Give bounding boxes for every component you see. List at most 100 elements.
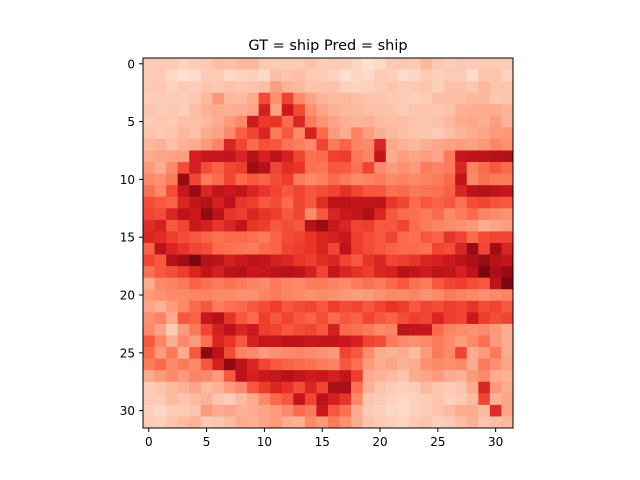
heatmap-cell [501,358,514,371]
heatmap-cell [281,185,294,198]
heatmap-cell [385,289,398,302]
heatmap-cell [339,115,352,128]
heatmap-cell [501,289,514,302]
heatmap-cell [235,92,248,105]
heatmap-cell [189,58,202,70]
heatmap-cell [189,323,202,336]
heatmap-cell [304,289,317,302]
heatmap-cell [432,219,444,232]
heatmap-cell [339,58,352,70]
heatmap-cell [478,416,491,429]
heatmap-cell [143,138,155,151]
x-tick-label: 10 [257,435,272,449]
heatmap-cell [455,347,468,359]
heatmap-cell [293,150,306,163]
y-tick-label: 20 [120,289,135,303]
heatmap-cell [223,381,236,394]
heatmap-cell [200,312,213,325]
heatmap-cell [489,347,502,359]
heatmap-cell [235,219,248,232]
heatmap-cell [362,323,375,336]
heatmap-cell [304,219,317,232]
heatmap-cell [397,150,410,163]
heatmap-cell [351,219,364,232]
heatmap-cell [166,393,179,406]
heatmap-cell [466,162,479,174]
heatmap-cell [316,196,329,209]
heatmap-cell [166,254,179,267]
x-tick-label: 30 [488,435,503,449]
heatmap-cell [408,173,421,186]
axes-frame [142,57,514,429]
heatmap-cell [154,196,167,209]
heatmap-cell [200,393,213,406]
heatmap-cell [189,208,202,221]
heatmap-cell [443,312,456,325]
heatmap-cell [270,196,283,209]
heatmap-cell [258,104,271,117]
heatmap-cell [455,81,468,94]
heatmap-cell [189,138,202,151]
heatmap-cell [223,347,236,359]
heatmap-cell [143,300,155,313]
heatmap-cell [432,162,444,174]
heatmap-cell [339,347,352,359]
heatmap-cell [408,416,421,429]
heatmap-cell [420,404,433,417]
heatmap-cell [362,138,375,151]
heatmap-cell [466,266,479,279]
heatmap-cell [212,138,225,151]
heatmap-cell [489,254,502,267]
heatmap-cell [200,289,213,302]
heatmap-cells [143,58,514,429]
heatmap-cell [258,92,271,105]
heatmap-cell [154,138,167,151]
heatmap-cell [351,58,364,70]
heatmap-cell [432,150,444,163]
heatmap-cell [200,150,213,163]
heatmap-cell [501,416,514,429]
heatmap-cell [443,277,456,290]
heatmap-cell [443,58,456,70]
heatmap-cell [235,196,248,209]
heatmap-cell [293,266,306,279]
heatmap-cell [466,323,479,336]
heatmap-cell [397,138,410,151]
heatmap-cell [235,254,248,267]
heatmap-cell [235,243,248,255]
heatmap-cell [455,277,468,290]
heatmap-cell [281,416,294,429]
heatmap-cell [316,243,329,255]
heatmap-cell [177,219,190,232]
heatmap-cell [328,150,340,163]
heatmap-cell [339,266,352,279]
heatmap-cell [408,127,421,140]
heatmap-cell [385,300,398,313]
heatmap-cell [247,104,259,117]
heatmap-cell [420,358,433,371]
heatmap-cell [200,138,213,151]
heatmap-cell [397,104,410,117]
heatmap-cell [374,138,387,151]
heatmap-cell [374,127,387,140]
heatmap-cell [328,219,340,232]
heatmap-cell [455,162,468,174]
heatmap-cell [501,69,514,82]
heatmap-cell [177,404,190,417]
heatmap-cell [374,266,387,279]
heatmap-cell [478,277,491,290]
y-tick-label: 30 [120,404,135,418]
heatmap-cell [455,115,468,128]
heatmap-cell [328,115,340,128]
heatmap-cell [200,127,213,140]
heatmap-cell [270,219,283,232]
heatmap-cell [247,416,259,429]
heatmap-cell [316,231,329,244]
heatmap-cell [408,138,421,151]
heatmap-cell [501,231,514,244]
heatmap-cell [339,358,352,371]
heatmap-cell [247,347,259,359]
heatmap-cell [466,243,479,255]
heatmap-cell [443,335,456,348]
heatmap-cell [304,69,317,82]
